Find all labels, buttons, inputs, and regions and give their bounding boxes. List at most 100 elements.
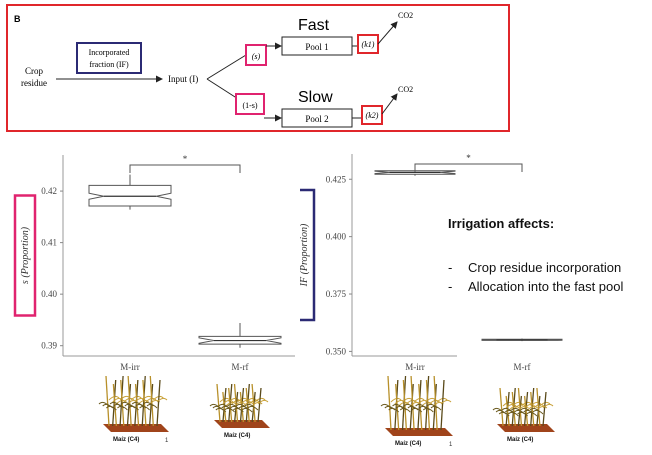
- maize-stalk: [536, 387, 541, 427]
- maize-stalk: [409, 383, 414, 431]
- one-minus-s-box: [235, 93, 265, 115]
- maize-leaf: [508, 405, 520, 411]
- if-chart-category-label: M-irr: [405, 362, 425, 372]
- incorporated-fraction-line1: Incorporated: [89, 48, 130, 57]
- maize-stalk: [424, 375, 430, 431]
- notes-item: - Crop residue incorporation: [448, 260, 622, 275]
- incorporated-fraction-line2: fraction (IF): [89, 60, 129, 69]
- maize-stalk: [251, 383, 256, 423]
- maize-leaf: [422, 407, 434, 413]
- crop-residue-line1: Crop: [25, 66, 44, 76]
- model-diagram-panel: [6, 4, 510, 132]
- maize-leaf: [388, 407, 400, 413]
- maize-leaf: [247, 405, 259, 411]
- maize-stalk: [432, 383, 437, 431]
- notes-item-text: Allocation into the fast pool: [468, 279, 624, 294]
- notes-item-text: Crop residue incorporation: [468, 260, 622, 275]
- plant-tick: 1: [165, 438, 169, 444]
- input-label: Input (I): [168, 74, 198, 84]
- maize-leaf: [440, 399, 452, 405]
- maize-stalk: [401, 375, 407, 431]
- maize-leaf: [532, 409, 544, 415]
- s-chart-ytick-label: 0.39: [41, 341, 57, 351]
- notes-item: - Allocation into the fast pool: [448, 279, 624, 294]
- maize-stalk: [517, 387, 523, 427]
- if-proportion-boxplot: 0.425 0.400 0.375 0.350 IF (Proportion) M-irr…: [300, 153, 563, 372]
- soil-slab: [214, 420, 270, 428]
- s-proportion-boxplot: 0.42 0.41 0.40 0.39 s (Proportion) M-irr M-rf *: [13, 154, 295, 372]
- k1-label: (k1): [362, 40, 375, 49]
- maize-plant-illustrations: Maíz (C4) 1 Maíz (C4) Maíz (C4) 1 Maíz (C4): [98, 375, 555, 448]
- branch-line-upper: [206, 54, 247, 80]
- co2-bottom: CO2: [398, 85, 413, 94]
- s-chart-category-label: M-rf: [232, 362, 249, 372]
- incorporated-fraction-box: [76, 42, 142, 74]
- if-chart-category-label: M-rf: [514, 362, 531, 372]
- maize-leaf: [241, 407, 253, 413]
- s-chart-ytick-label: 0.42: [41, 186, 57, 196]
- k2-box: [361, 105, 383, 125]
- pool2-label: Pool 2: [305, 114, 328, 124]
- maize-leaf: [498, 411, 510, 417]
- fast-label: Fast: [298, 17, 330, 34]
- maize-leaf: [106, 405, 117, 411]
- maize-leaf: [526, 411, 538, 417]
- maize-stalk: [126, 383, 132, 427]
- if-chart-significance-star: *: [466, 153, 471, 163]
- maize-leaf: [518, 405, 529, 411]
- plant-tick: 1: [449, 442, 453, 448]
- maize-leaf: [430, 405, 442, 411]
- maize-stalk: [499, 387, 504, 427]
- maize-stalk: [216, 383, 221, 423]
- notes-title: Irrigation affects:: [448, 216, 555, 231]
- s-fraction-box: [245, 44, 267, 66]
- if-chart-significance-bracket: [414, 163, 523, 172]
- maize-leaf: [128, 405, 139, 411]
- if-chart-ylabel-box: [300, 188, 316, 322]
- if-chart-ytick-label: 0.425: [326, 174, 347, 184]
- maize-stalk: [127, 375, 132, 427]
- plant-label: Maíz (C4): [507, 437, 533, 443]
- maize-stalk: [105, 375, 110, 427]
- arrow-k1-co2: [377, 21, 398, 45]
- maize-stalk: [233, 383, 239, 423]
- if-chart-ylabel: IF (Proportion): [300, 223, 310, 287]
- if-chart-ytick-label: 0.400: [326, 232, 347, 242]
- notes-list: - Crop residue incorporation - Allocation …: [448, 258, 623, 296]
- s-chart-significance-star: *: [183, 154, 188, 164]
- soil-slab: [497, 424, 555, 432]
- maize-leaf: [257, 399, 269, 405]
- maize-leaf: [225, 401, 237, 407]
- maize-stalk: [257, 387, 262, 423]
- maize-leaf: [224, 407, 235, 413]
- maize-leaf: [117, 405, 128, 411]
- maize-stalk: [410, 375, 415, 431]
- co2-top: CO2: [398, 11, 413, 20]
- if-chart-ytick-label: 0.350: [326, 346, 347, 356]
- maize-leaf: [536, 405, 548, 411]
- crop-residue-line2: residue: [21, 78, 47, 88]
- slow-label: Slow: [298, 89, 333, 106]
- maize-leaf: [411, 407, 423, 413]
- s-chart-category-label: M-irr: [120, 362, 140, 372]
- maize-leaf: [156, 397, 168, 403]
- maize-leaf: [508, 411, 519, 417]
- s-chart-ytick-label: 0.40: [41, 289, 57, 299]
- s-chart-significance-bracket: [129, 164, 241, 173]
- k2-label: (k2): [366, 111, 379, 120]
- maize-leaf: [215, 407, 227, 413]
- plant-label: Maíz (C4): [395, 441, 421, 447]
- maize-stalk: [542, 391, 547, 427]
- pool1-label: Pool 1: [305, 42, 328, 52]
- plant-label: Maíz (C4): [224, 433, 250, 439]
- maize-stalk: [387, 375, 392, 431]
- soil-slab: [103, 424, 169, 432]
- maize-leaf: [139, 405, 150, 411]
- maize-stalk: [417, 379, 422, 431]
- s-chart-ylabel-box: [13, 194, 37, 317]
- maize-plant-group: [492, 387, 555, 432]
- panel-label: B: [14, 14, 21, 24]
- plant-label: Maíz (C4): [113, 437, 139, 443]
- maize-leaf: [399, 407, 411, 413]
- s-chart-ylabel: s (Proportion): [20, 226, 31, 284]
